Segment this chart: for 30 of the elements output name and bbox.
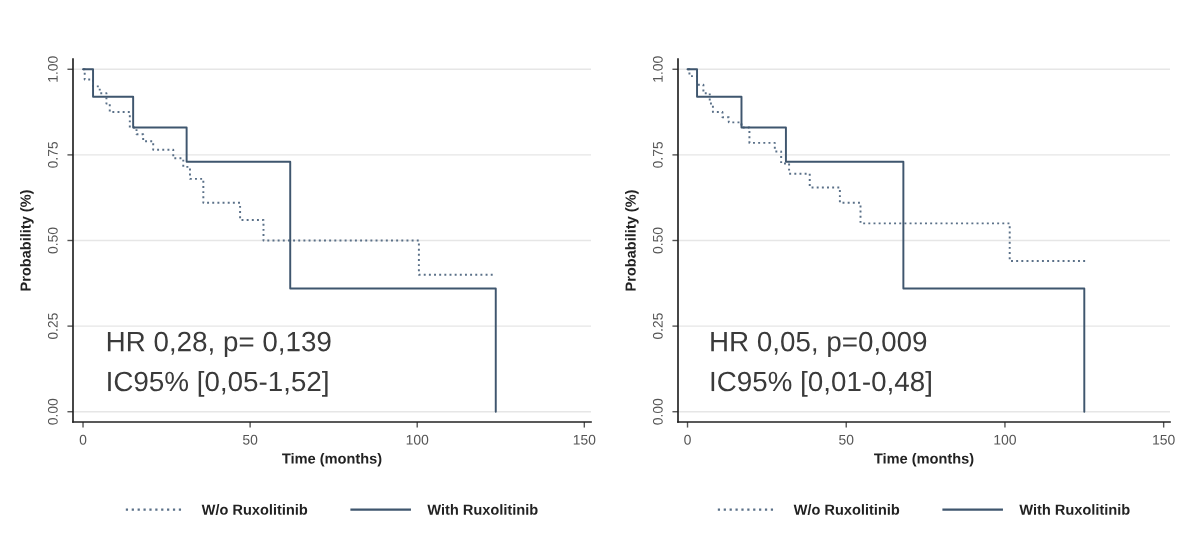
- x-tick-label: 0: [684, 434, 691, 445]
- y-tick-label: 0.25: [652, 313, 663, 340]
- legend-label: With Ruxolitinib: [1019, 504, 1130, 515]
- y-tick-label: 0.50: [652, 227, 663, 254]
- y-tick-label: 1.00: [652, 56, 663, 82]
- x-tick-label: 150: [1153, 434, 1175, 445]
- y-tick-label: 0.50: [47, 227, 58, 254]
- x-tick-label: 100: [994, 434, 1016, 445]
- y-tick-label: 1.00: [47, 56, 58, 82]
- x-tick-label: 50: [242, 434, 258, 445]
- annotation: HR 0,28, p= 0,139: [107, 331, 331, 357]
- y-tick-label: 0.00: [652, 398, 663, 425]
- legend-label: W/o Ruxolitinib: [793, 504, 900, 515]
- y-axis-title: Probability (%): [625, 190, 639, 291]
- annotation: HR 0,05, p=0,009: [711, 331, 927, 357]
- x-tick-label: 100: [406, 434, 429, 445]
- y-axis-title: Probability (%): [20, 190, 34, 291]
- y-tick-label: 0.75: [47, 141, 58, 168]
- legend-label: W/o Ruxolitinib: [201, 504, 308, 515]
- y-tick-label: 0.75: [652, 141, 663, 168]
- x-axis-title: Time (months): [282, 453, 382, 467]
- legend-label: With Ruxolitinib: [427, 504, 538, 515]
- x-tick-label: 0: [79, 434, 87, 445]
- y-tick-label: 0.00: [47, 398, 58, 425]
- x-tick-label: 50: [839, 434, 854, 445]
- y-tick-label: 0.25: [47, 313, 58, 340]
- annotation: IC95% [0,05-1,52]: [108, 370, 328, 397]
- x-axis-title: Time (months): [874, 453, 974, 467]
- annotation: IC95% [0,01-0,48]: [711, 370, 931, 397]
- x-tick-label: 150: [573, 434, 596, 445]
